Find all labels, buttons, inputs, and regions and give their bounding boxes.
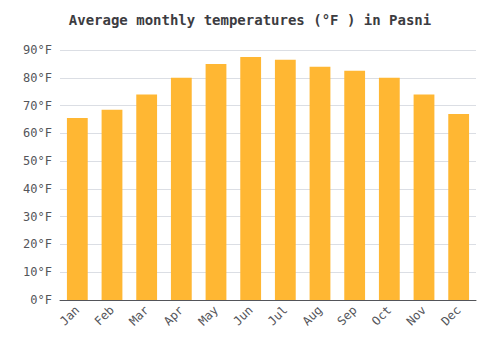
svg-text:50°F: 50°F xyxy=(23,154,52,168)
svg-text:40°F: 40°F xyxy=(23,182,52,196)
svg-text:80°F: 80°F xyxy=(23,71,52,85)
svg-text:Jul: Jul xyxy=(265,303,290,328)
svg-text:Aug: Aug xyxy=(300,303,325,328)
svg-text:90°F: 90°F xyxy=(23,43,52,57)
svg-text:Feb: Feb xyxy=(92,303,117,328)
svg-text:Average monthly temperatures (: Average monthly temperatures (°F ) in Pa… xyxy=(69,12,431,28)
svg-text:20°F: 20°F xyxy=(23,237,52,251)
svg-text:Jan: Jan xyxy=(57,303,82,328)
svg-text:Nov: Nov xyxy=(404,303,429,328)
svg-text:60°F: 60°F xyxy=(23,126,52,140)
svg-text:Oct: Oct xyxy=(369,303,394,328)
svg-text:10°F: 10°F xyxy=(23,265,52,279)
svg-text:Apr: Apr xyxy=(161,303,186,328)
svg-text:May: May xyxy=(196,303,221,328)
svg-text:0°F: 0°F xyxy=(30,293,52,307)
svg-text:Mar: Mar xyxy=(126,303,151,328)
svg-text:70°F: 70°F xyxy=(23,99,52,113)
svg-text:Dec: Dec xyxy=(438,303,463,328)
svg-text:Jun: Jun xyxy=(230,303,255,328)
svg-text:30°F: 30°F xyxy=(23,210,52,224)
svg-text:Sep: Sep xyxy=(334,303,359,328)
